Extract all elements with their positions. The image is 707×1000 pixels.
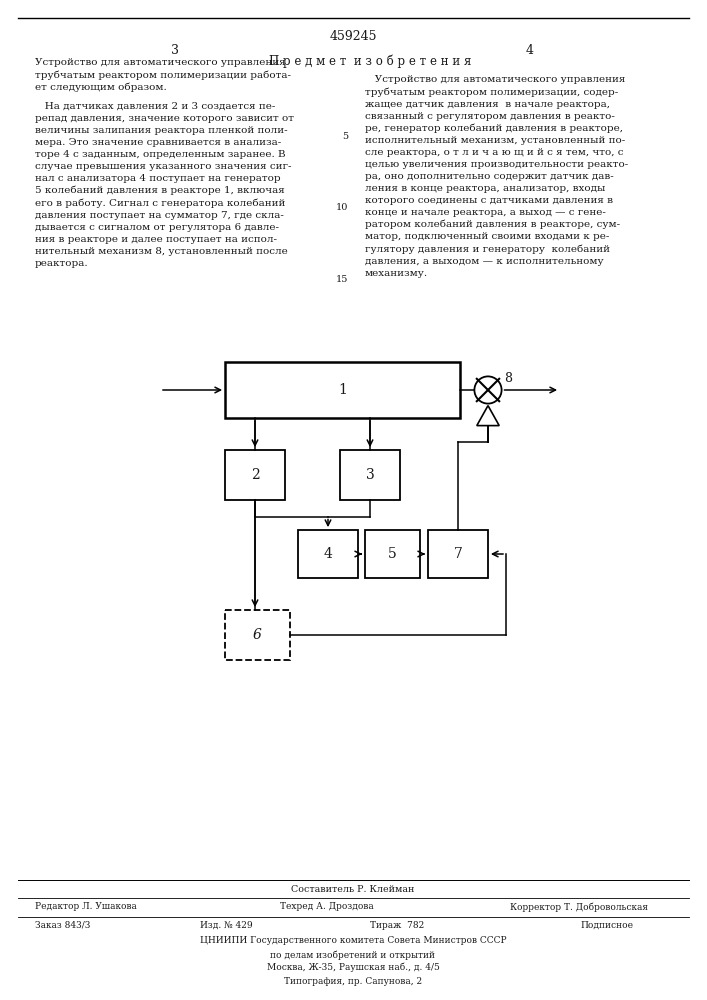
Bar — [225, 450, 285, 500]
Text: Техред А. Дроздова: Техред А. Дроздова — [280, 902, 374, 911]
Text: Москва, Ж-35, Раушская наб., д. 4/5: Москва, Ж-35, Раушская наб., д. 4/5 — [267, 963, 440, 972]
Bar — [225, 362, 460, 418]
Text: по делам изобретений и открытий: по делам изобретений и открытий — [271, 950, 436, 960]
Text: Составитель Р. Клейман: Составитель Р. Клейман — [291, 885, 415, 894]
Text: 4: 4 — [324, 547, 332, 561]
Bar — [298, 530, 358, 578]
Text: 8: 8 — [504, 372, 513, 385]
Text: 1: 1 — [338, 383, 347, 397]
Bar — [340, 450, 400, 500]
Text: 15: 15 — [336, 275, 348, 284]
Bar — [365, 530, 420, 578]
Text: П р е д м е т  и з о б р е т е н и я: П р е д м е т и з о б р е т е н и я — [269, 55, 471, 68]
Text: 7: 7 — [454, 547, 462, 561]
Text: 6: 6 — [253, 628, 262, 642]
Text: 4: 4 — [526, 44, 534, 57]
Bar — [428, 530, 488, 578]
Text: 10: 10 — [336, 203, 348, 212]
Text: 2: 2 — [250, 468, 259, 482]
Text: Устройство для автоматического управления
трубчатым реактором полимеризации рабо: Устройство для автоматического управлени… — [35, 58, 291, 92]
Text: Устройство для автоматического управления
трубчатым реактором полимеризации, сод: Устройство для автоматического управлени… — [365, 75, 629, 278]
Text: 5: 5 — [342, 132, 348, 141]
Text: Корректор Т. Добровольская: Корректор Т. Добровольская — [510, 902, 648, 912]
Text: На датчиках давления 2 и 3 создается пе-
репад давления, значение которого завис: На датчиках давления 2 и 3 создается пе-… — [35, 102, 294, 268]
Text: 3: 3 — [366, 468, 375, 482]
Text: 3: 3 — [171, 44, 179, 57]
Text: Изд. № 429: Изд. № 429 — [200, 921, 252, 930]
Text: 459245: 459245 — [329, 30, 377, 43]
Text: Тираж  782: Тираж 782 — [370, 921, 424, 930]
Text: Подписное: Подписное — [580, 921, 633, 930]
Text: Типография, пр. Сапунова, 2: Типография, пр. Сапунова, 2 — [284, 977, 422, 986]
Text: 5: 5 — [388, 547, 397, 561]
Text: ЦНИИПИ Государственного комитета Совета Министров СССР: ЦНИИПИ Государственного комитета Совета … — [199, 936, 506, 945]
Text: Редактор Л. Ушакова: Редактор Л. Ушакова — [35, 902, 137, 911]
Bar — [225, 610, 290, 660]
Text: Заказ 843/3: Заказ 843/3 — [35, 921, 90, 930]
